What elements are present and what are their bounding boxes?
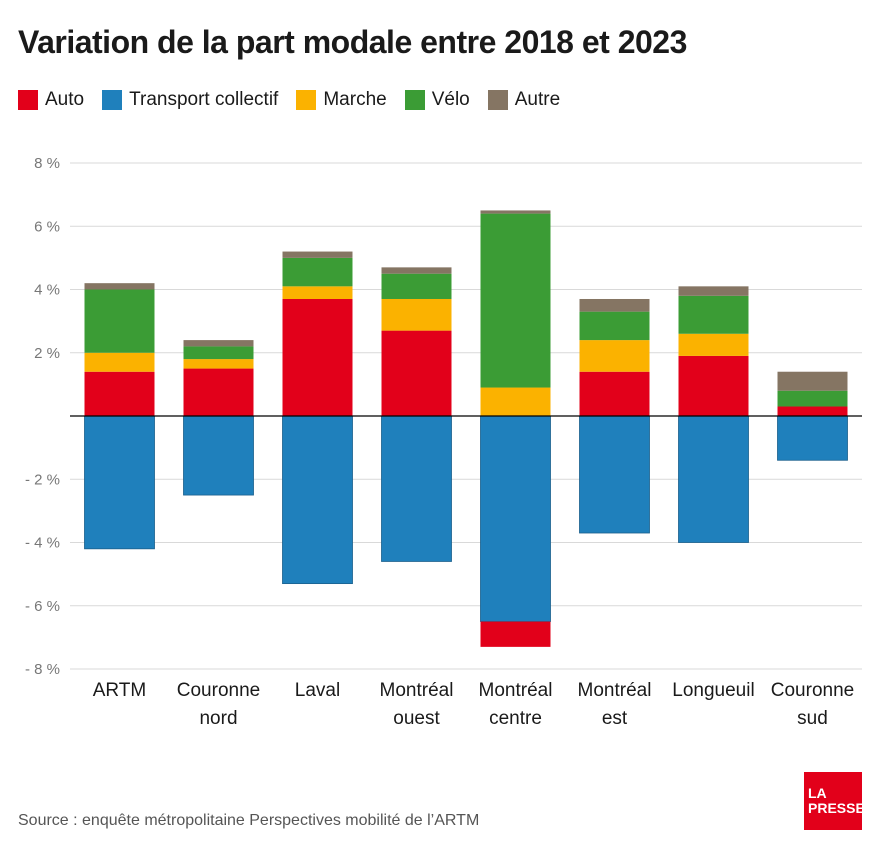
bar-segment xyxy=(282,257,353,287)
y-tick-label: - 8 % xyxy=(25,661,60,678)
y-tick-label: 4 % xyxy=(34,282,60,299)
bar-segment xyxy=(84,352,155,372)
bar-segment xyxy=(84,283,155,290)
bar-segment xyxy=(84,371,155,416)
bar-segment xyxy=(183,340,254,347)
x-tick-label: ARTM xyxy=(93,680,146,701)
legend-swatch xyxy=(487,90,508,110)
bar-segment xyxy=(777,371,848,391)
legend-item: Autre xyxy=(487,89,561,111)
x-tick-label: Montréal xyxy=(380,680,454,701)
x-tick-label: nord xyxy=(199,708,237,729)
bar-segment xyxy=(678,333,749,356)
legend-label: Autre xyxy=(514,89,561,110)
bar-segment xyxy=(777,415,848,461)
bar-segment xyxy=(579,311,650,341)
bar-segment xyxy=(282,298,353,416)
x-tick-label: Longueuil xyxy=(672,680,754,701)
bar-segment xyxy=(381,415,452,562)
bar-segment xyxy=(84,289,155,353)
bar-segment xyxy=(381,298,452,331)
bar-segment xyxy=(678,355,749,416)
y-tick-label: 8 % xyxy=(34,155,60,172)
bar-segment xyxy=(579,371,650,416)
legend-label: Auto xyxy=(45,89,85,110)
legend-swatch xyxy=(102,90,123,110)
x-tick-label: est xyxy=(602,708,628,729)
bar-segment xyxy=(282,415,353,585)
x-tick-label: ouest xyxy=(393,708,440,729)
legend-item: Auto xyxy=(18,89,84,111)
bar-segment xyxy=(381,273,452,299)
bar-segment xyxy=(678,286,749,296)
legend-label: Transport collectif xyxy=(129,89,279,110)
x-tick-label: Montréal xyxy=(578,680,652,701)
x-tick-label: sud xyxy=(797,708,828,729)
y-tick-label: - 2 % xyxy=(25,471,60,488)
x-tick-label: Couronne xyxy=(771,680,854,701)
bar-segment xyxy=(777,390,848,407)
bar-segment xyxy=(579,340,650,372)
legend: Auto Transport collectif Marche Vélo Autre xyxy=(18,89,578,111)
bar-segment xyxy=(183,359,254,369)
bar-segment xyxy=(84,415,155,550)
bar-segment xyxy=(183,415,254,496)
source-note: Source : enquête métropolitaine Perspect… xyxy=(18,812,480,829)
bar-segment xyxy=(282,286,353,299)
bar-segment xyxy=(480,387,551,416)
chart-area: 8 % 6 % 4 % 2 % - 2 % - 4 % - 6 % - 8 % ARTM Cour… xyxy=(25,155,862,729)
legend-label: Marche xyxy=(323,89,387,110)
legend-swatch xyxy=(296,90,317,110)
bar-segment xyxy=(381,330,452,416)
legend-label: Vélo xyxy=(431,89,470,110)
bar-segment xyxy=(777,406,848,416)
bar-segment xyxy=(678,295,749,334)
bar-segment xyxy=(183,346,254,360)
x-tick-label: Laval xyxy=(295,680,340,701)
legend-item: Vélo xyxy=(404,89,470,111)
bar-segment xyxy=(183,368,254,416)
bar-segment xyxy=(480,415,551,622)
logo-line-1: LA xyxy=(808,785,827,801)
bar-segment xyxy=(579,415,650,534)
bar-segment xyxy=(678,415,749,543)
legend-swatch xyxy=(404,90,425,110)
chart-title: Variation de la part modale entre 2018 e… xyxy=(18,24,687,60)
y-tick-label: 2 % xyxy=(34,345,60,362)
bar-segment xyxy=(480,621,551,647)
x-tick-label: Couronne xyxy=(177,680,260,701)
bar-segment xyxy=(381,267,452,274)
bar-segment xyxy=(480,210,551,214)
bar-segment xyxy=(579,298,650,312)
legend-swatch xyxy=(18,90,38,110)
y-tick-label: - 6 % xyxy=(25,598,60,615)
y-tick-label: - 4 % xyxy=(25,535,60,552)
bar-segment xyxy=(282,251,353,258)
x-tick-label: Montréal xyxy=(479,680,553,701)
bar-segment xyxy=(480,213,551,388)
legend-item: Transport collectif xyxy=(102,89,278,111)
logo-line-2: PRESSE xyxy=(808,800,865,816)
x-tick-label: centre xyxy=(489,708,542,729)
legend-item: Marche xyxy=(296,89,387,111)
y-tick-label: 6 % xyxy=(34,218,60,235)
la-presse-logo: LA PRESSE xyxy=(804,772,865,830)
